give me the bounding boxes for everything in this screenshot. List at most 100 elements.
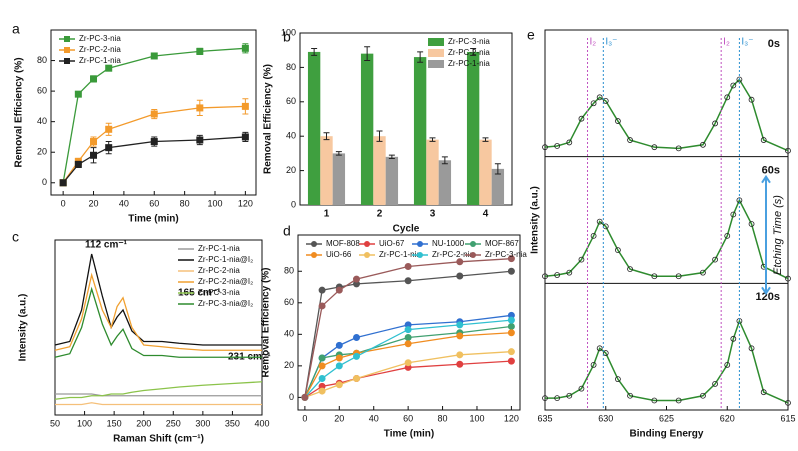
marker	[150, 110, 158, 118]
error-bar	[323, 132, 330, 141]
x-tick-label: 20	[334, 413, 344, 423]
marker	[241, 133, 249, 141]
data-point	[542, 144, 548, 151]
marker	[196, 104, 204, 112]
data-point	[627, 392, 633, 399]
y-tick-label: 0	[289, 392, 294, 402]
x-tick-label: 200	[136, 418, 151, 428]
legend-marker	[364, 241, 370, 247]
x-tick-label: 635	[537, 413, 552, 423]
y-axis-label: Removal Efficiency (%)	[14, 57, 25, 167]
data-point	[785, 399, 791, 406]
x-tick-label: 120	[504, 413, 519, 423]
error-bar	[441, 156, 448, 165]
data-point	[730, 82, 737, 89]
data-point	[724, 362, 731, 368]
data-point	[554, 143, 561, 149]
reference-label: I₂	[723, 37, 730, 48]
legend-label: Zr-PC-2-nia	[448, 48, 490, 57]
x-axis-label: Time (min)	[128, 214, 178, 225]
x-tick-label: 615	[780, 413, 795, 423]
marker	[335, 381, 343, 389]
marker	[196, 136, 204, 144]
marker	[456, 360, 464, 368]
marker	[90, 75, 98, 83]
legend-marker	[64, 58, 70, 64]
bar	[373, 136, 386, 205]
data-point	[602, 97, 609, 104]
x-tick-label: 620	[720, 413, 735, 423]
x-tick-label: 350	[225, 418, 240, 428]
data-point	[566, 139, 573, 146]
data-point	[675, 273, 682, 280]
series-line	[54, 272, 262, 351]
series-line	[54, 381, 263, 400]
data-point	[578, 256, 585, 263]
marker	[318, 387, 326, 395]
data-point	[615, 247, 621, 254]
data-point	[554, 272, 561, 278]
x-tick-label: 3	[430, 209, 436, 220]
data-point	[785, 147, 791, 154]
arrow-label: Etching Time (s)	[772, 195, 784, 275]
marker	[353, 352, 361, 360]
x-tick-label: 1	[324, 209, 330, 220]
legend-label: Zr-PC-3-nia	[448, 37, 490, 46]
error-bar	[482, 137, 489, 142]
marker	[507, 322, 515, 330]
x-tick-label: 300	[195, 418, 210, 428]
legend-label: Zr-PC-1-nia	[198, 244, 240, 253]
y-axis-label: Removal Efficiency (%)	[263, 64, 274, 174]
x-tick-label: 2	[377, 209, 383, 220]
x-tick-label: 80	[180, 198, 190, 208]
x-tick-label: 60	[149, 198, 159, 208]
legend-label: Zr-PC-1-nia	[448, 59, 490, 68]
legend-label: Zr-PC-3-nia	[79, 34, 121, 43]
x-tick-label: 60	[403, 413, 413, 423]
panel-letter: e	[527, 27, 535, 43]
data-point	[700, 269, 706, 276]
series-line	[55, 402, 262, 406]
x-tick-label: 40	[119, 198, 129, 208]
marker	[90, 138, 98, 146]
data-point	[748, 221, 755, 227]
x-tick-label: 80	[438, 413, 448, 423]
y-tick-label: 100	[281, 27, 296, 37]
panel-letter: b	[283, 29, 291, 45]
bar	[320, 136, 333, 205]
legend-label: Zr-PC-2-nia	[198, 266, 240, 275]
marker	[335, 341, 343, 349]
legend-label: Zr-PC-1-nia	[379, 250, 421, 259]
marker	[507, 329, 515, 337]
marker	[318, 354, 326, 362]
panel-title: 120s	[756, 291, 780, 303]
legend-marker	[417, 241, 423, 247]
marker	[507, 316, 515, 324]
y-tick-label: 40	[284, 329, 294, 339]
marker	[74, 160, 82, 168]
marker	[59, 179, 67, 187]
bar	[307, 51, 321, 205]
data-point	[724, 232, 731, 239]
data-point	[748, 345, 755, 352]
error-bar	[429, 137, 436, 142]
marker	[456, 321, 464, 329]
y-tick-label: 20	[284, 360, 294, 370]
bar	[426, 139, 439, 205]
data-point	[554, 395, 561, 402]
y-tick-label: 80	[286, 62, 296, 72]
y-axis-label: Removal Efficiency (%)	[261, 267, 272, 377]
legend-label: MOF-808	[326, 239, 360, 248]
panel-letter: c	[12, 229, 19, 245]
legend-marker	[470, 252, 476, 258]
marker	[301, 393, 309, 401]
marker	[318, 362, 326, 370]
legend-label: MOF-867	[485, 239, 519, 248]
data-point	[700, 141, 706, 148]
panel-title: 0s	[768, 38, 780, 50]
y-tick-label: 80	[37, 55, 47, 65]
time-arrow	[761, 174, 771, 296]
legend-label: NU-1000	[432, 239, 465, 248]
marker	[196, 47, 204, 55]
